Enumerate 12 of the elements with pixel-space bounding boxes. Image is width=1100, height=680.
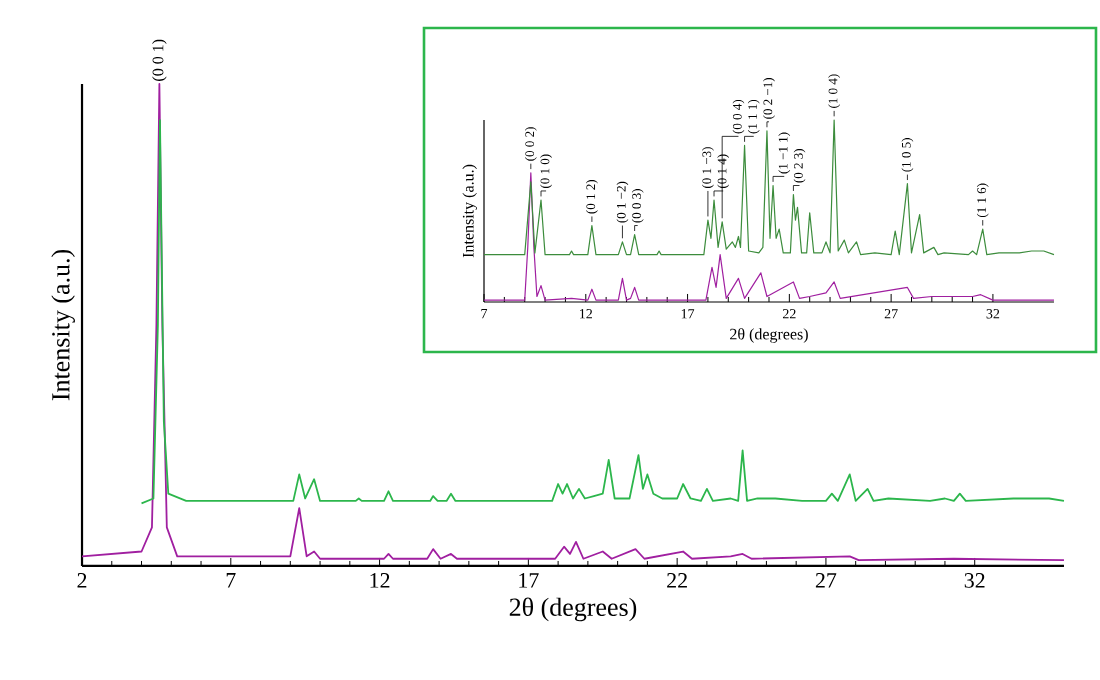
- x-tick-label: 7: [226, 573, 236, 588]
- x-axis-title: 2θ (degrees): [509, 597, 637, 622]
- x-tick-label: 32: [964, 573, 985, 588]
- x-tick-label: 17: [519, 573, 539, 588]
- x-tick-label: 12: [370, 573, 390, 588]
- y-axis-title: Intensity (a.u.): [462, 164, 477, 258]
- annotation: (0 0 1): [152, 39, 167, 81]
- y-axis-title: Intensity (a.u.): [51, 249, 75, 401]
- x-tick-label: 27: [815, 573, 837, 588]
- x-tick-label: 2: [77, 573, 87, 588]
- x-axis-title: 2θ (degrees): [730, 328, 808, 343]
- x-tick-label: 22: [667, 573, 687, 588]
